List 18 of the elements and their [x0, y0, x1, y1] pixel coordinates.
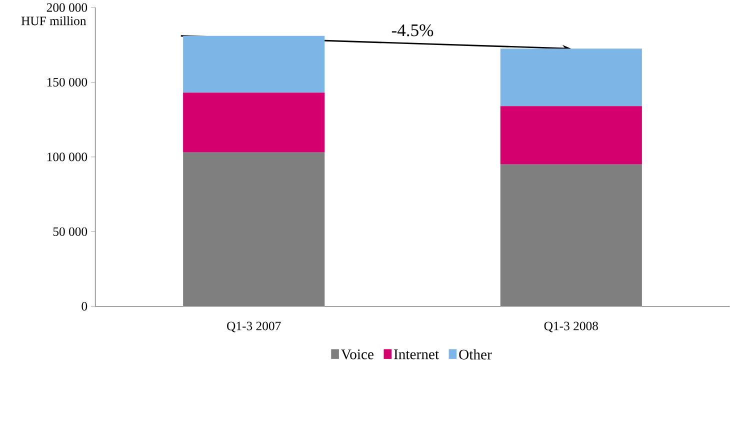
legend-label: Internet	[394, 350, 439, 360]
annotation: -4.5%	[392, 24, 434, 36]
bar	[183, 36, 325, 93]
legend-label: Other	[459, 349, 492, 360]
y-tick-label: 100 000	[47, 152, 88, 162]
y-tick-label: 0	[82, 302, 88, 311]
bar	[183, 152, 325, 306]
legend-label: Voice	[341, 350, 374, 360]
y-tick-label: 150 000	[47, 78, 88, 87]
y-tick-label: 50 000	[53, 227, 88, 236]
x-tick-label: Q1-3 2007	[227, 322, 281, 332]
x-tick-label: Q1-3 2008	[544, 322, 598, 332]
bar	[500, 164, 642, 306]
y-tick-label: 200 000	[46, 3, 88, 12]
y-axis-title: HUF million	[21, 16, 86, 26]
bar	[500, 48, 642, 106]
bar	[183, 92, 325, 153]
bar	[500, 106, 642, 164]
